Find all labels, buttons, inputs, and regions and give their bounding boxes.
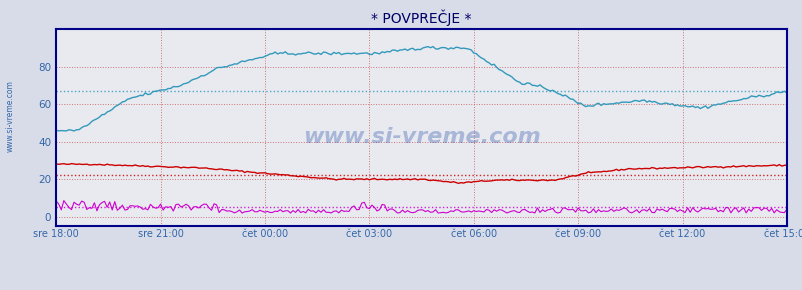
Title: * POVPREČJE *: * POVPREČJE *	[371, 10, 472, 26]
Text: www.si-vreme.com: www.si-vreme.com	[302, 128, 540, 147]
Text: www.si-vreme.com: www.si-vreme.com	[6, 80, 15, 152]
